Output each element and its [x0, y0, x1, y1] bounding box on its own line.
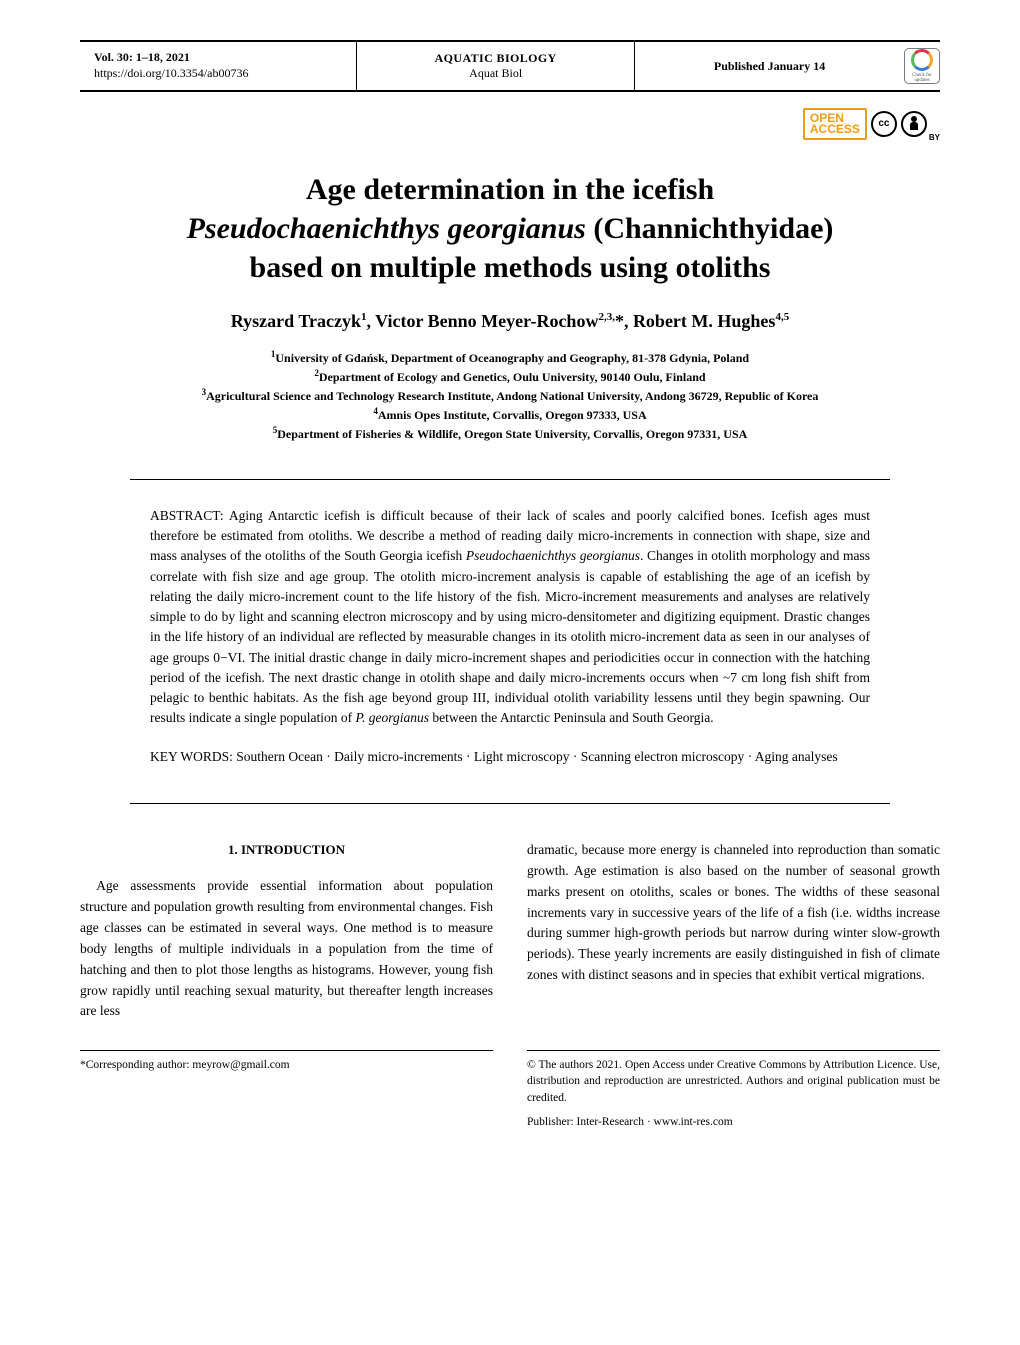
footer-divider-left: [80, 1050, 493, 1051]
abstract-text-3: between the Antarctic Peninsula and Sout…: [429, 710, 714, 725]
open-access-line2: ACCESS: [810, 124, 860, 135]
abstract-species-1: Pseudochaenichthys georgianus: [466, 548, 640, 563]
article-title: Age determination in the icefish Pseudoc…: [120, 170, 900, 287]
abstract-text-2: . Changes in otolith morphology and mass…: [150, 548, 870, 725]
footer-left: *Corresponding author: meyrow@gmail.com: [80, 1050, 493, 1129]
cc-icon: cc: [871, 111, 897, 137]
affiliations-block: 1University of Gdańsk, Department of Oce…: [100, 348, 920, 443]
page-root: Vol. 30: 1–18, 2021 https://doi.org/10.3…: [0, 0, 1020, 1170]
affiliation-1: 1University of Gdańsk, Department of Oce…: [100, 348, 920, 367]
intro-paragraph-right: dramatic, because more energy is channel…: [527, 840, 940, 986]
by-label: BY: [929, 133, 940, 142]
authors-line: Ryszard Traczyk1, Victor Benno Meyer-Roc…: [110, 311, 910, 332]
affiliation-4: 4Amnis Opes Institute, Corvallis, Oregon…: [100, 405, 920, 424]
keywords-label: KEY WORDS:: [150, 749, 233, 764]
corresponding-author: *Corresponding author: meyrow@gmail.com: [80, 1057, 493, 1073]
publisher-line: Publisher: Inter-Research · www.int-res.…: [527, 1114, 940, 1130]
crossmark-cell: Check for updates: [904, 41, 940, 91]
abstract-species-2: P. georgianus: [355, 710, 429, 725]
crossmark-circle-icon: [911, 49, 933, 71]
keywords: KEY WORDS: Southern Ocean · Daily micro-…: [150, 747, 870, 767]
body-columns: 1. INTRODUCTION Age assessments provide …: [80, 840, 940, 1023]
journal-name-short: Aquat Biol: [371, 66, 620, 81]
open-access-badge: OPEN ACCESS: [803, 108, 867, 140]
open-access-row: OPEN ACCESS cc BY: [80, 108, 940, 140]
keywords-text: Southern Ocean · Daily micro-increments …: [233, 749, 838, 764]
footer-right: © The authors 2021. Open Access under Cr…: [527, 1050, 940, 1129]
abstract-label: ABSTRACT:: [150, 508, 224, 523]
divider-top: [130, 479, 890, 480]
journal-name-caps: AQUATIC BIOLOGY: [371, 51, 620, 66]
title-line1: Age determination in the icefish: [306, 173, 714, 206]
crossmark-label: Check for updates: [905, 73, 939, 83]
title-line3: based on multiple methods using otoliths: [250, 251, 771, 284]
column-right: dramatic, because more energy is channel…: [527, 840, 940, 1023]
intro-paragraph-left: Age assessments provide essential inform…: [80, 876, 493, 1022]
affiliation-3: 3Agricultural Science and Technology Res…: [100, 386, 920, 405]
title-species: Pseudochaenichthys georgianus: [187, 212, 586, 245]
header-right-cell: Published January 14: [635, 41, 904, 91]
doi-line: https://doi.org/10.3354/ab00736: [94, 66, 342, 82]
header-mid-cell: AQUATIC BIOLOGY Aquat Biol: [357, 41, 635, 91]
cc-label: cc: [878, 118, 889, 129]
publication-date: Published January 14: [714, 59, 825, 73]
affiliation-5: 5Department of Fisheries & Wildlife, Ore…: [100, 424, 920, 443]
by-person-icon: [901, 111, 927, 137]
divider-bottom: [130, 803, 890, 804]
column-left: 1. INTRODUCTION Age assessments provide …: [80, 840, 493, 1023]
title-line2-tail: (Channichthyidae): [586, 212, 834, 245]
affiliation-2: 2Department of Ecology and Genetics, Oul…: [100, 367, 920, 386]
header-left-cell: Vol. 30: 1–18, 2021 https://doi.org/10.3…: [80, 41, 357, 91]
footer-divider-right: [527, 1050, 940, 1051]
section-heading-intro: 1. INTRODUCTION: [80, 840, 493, 860]
volume-line: Vol. 30: 1–18, 2021: [94, 50, 342, 66]
journal-header: Vol. 30: 1–18, 2021 https://doi.org/10.3…: [80, 40, 940, 92]
abstract: ABSTRACT: Aging Antarctic icefish is dif…: [150, 506, 870, 729]
license-text: © The authors 2021. Open Access under Cr…: [527, 1057, 940, 1105]
crossmark-icon[interactable]: Check for updates: [904, 48, 940, 84]
footer-row: *Corresponding author: meyrow@gmail.com …: [80, 1050, 940, 1129]
